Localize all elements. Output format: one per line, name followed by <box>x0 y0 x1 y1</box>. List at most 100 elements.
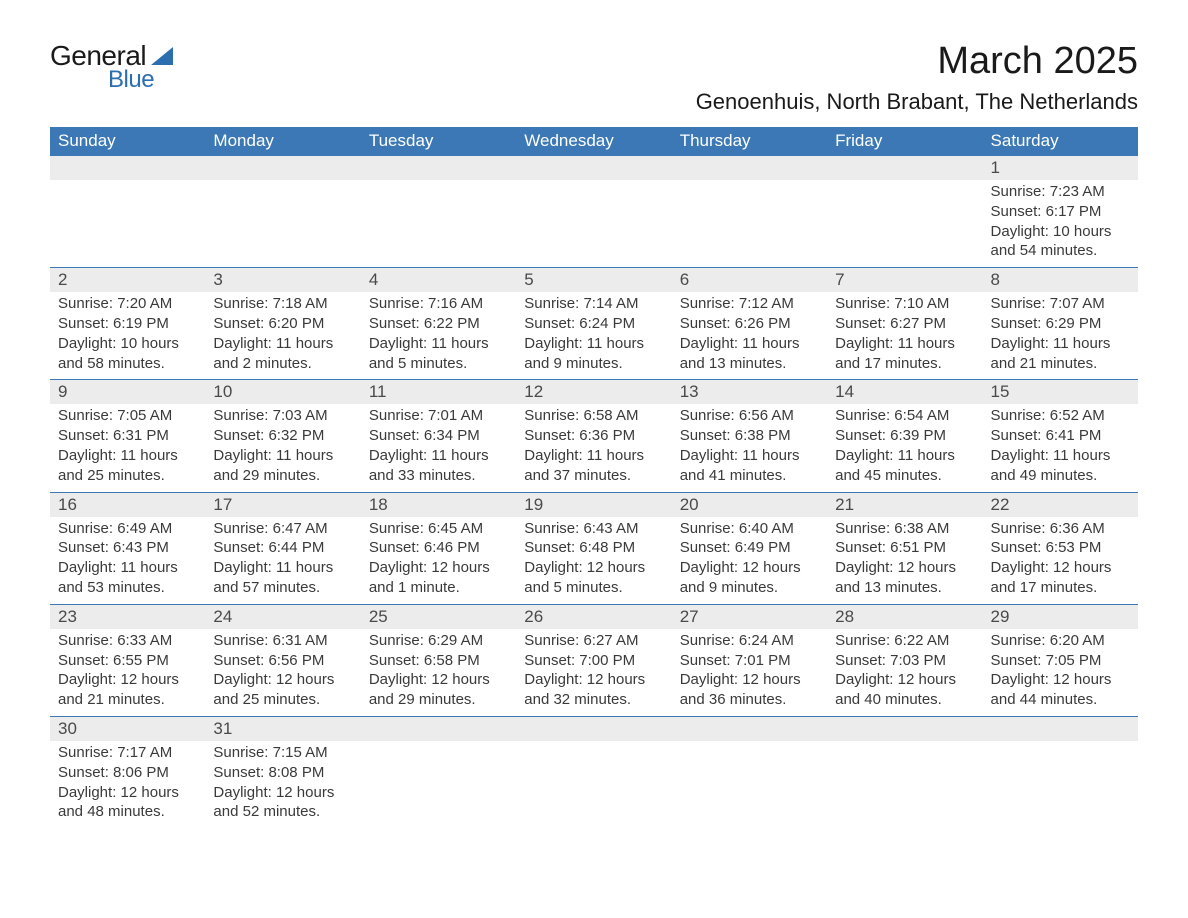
day-number-cell <box>672 156 827 181</box>
day-header: Monday <box>205 127 360 156</box>
day-header: Wednesday <box>516 127 671 156</box>
day-number-cell <box>361 716 516 741</box>
day-number-cell: 16 <box>50 492 205 517</box>
day-detail-cell: Sunrise: 6:45 AMSunset: 6:46 PMDaylight:… <box>361 517 516 605</box>
sunset-text: Sunset: 6:31 PM <box>58 426 197 446</box>
daylight-text: Daylight: 11 hours and 37 minutes. <box>524 446 663 486</box>
day-number-row: 23242526272829 <box>50 604 1138 629</box>
sunset-text: Sunset: 6:20 PM <box>213 314 352 334</box>
day-number-cell: 10 <box>205 380 360 405</box>
day-detail-cell: Sunrise: 7:16 AMSunset: 6:22 PMDaylight:… <box>361 292 516 380</box>
sunset-text: Sunset: 6:39 PM <box>835 426 974 446</box>
logo: General Blue <box>50 40 173 94</box>
day-header: Saturday <box>983 127 1138 156</box>
daylight-text: Daylight: 12 hours and 32 minutes. <box>524 670 663 710</box>
daylight-text: Daylight: 12 hours and 52 minutes. <box>213 783 352 823</box>
day-number-cell: 13 <box>672 380 827 405</box>
day-detail-cell: Sunrise: 7:01 AMSunset: 6:34 PMDaylight:… <box>361 404 516 492</box>
sunset-text: Sunset: 6:49 PM <box>680 538 819 558</box>
daylight-text: Daylight: 11 hours and 25 minutes. <box>58 446 197 486</box>
sunset-text: Sunset: 6:32 PM <box>213 426 352 446</box>
day-number-cell: 19 <box>516 492 671 517</box>
sunset-text: Sunset: 6:24 PM <box>524 314 663 334</box>
daylight-text: Daylight: 12 hours and 13 minutes. <box>835 558 974 598</box>
day-header: Thursday <box>672 127 827 156</box>
title-block: March 2025 Genoenhuis, North Brabant, Th… <box>696 40 1138 115</box>
sunrise-text: Sunrise: 7:03 AM <box>213 406 352 426</box>
day-number-row: 9101112131415 <box>50 380 1138 405</box>
daylight-text: Daylight: 12 hours and 25 minutes. <box>213 670 352 710</box>
day-detail-cell <box>983 741 1138 828</box>
day-detail-cell: Sunrise: 7:20 AMSunset: 6:19 PMDaylight:… <box>50 292 205 380</box>
day-number-row: 16171819202122 <box>50 492 1138 517</box>
daylight-text: Daylight: 12 hours and 21 minutes. <box>58 670 197 710</box>
day-header: Friday <box>827 127 982 156</box>
day-detail-cell <box>361 180 516 268</box>
sunset-text: Sunset: 6:44 PM <box>213 538 352 558</box>
day-number-cell: 29 <box>983 604 1138 629</box>
day-detail-cell: Sunrise: 7:23 AMSunset: 6:17 PMDaylight:… <box>983 180 1138 268</box>
day-detail-cell: Sunrise: 6:52 AMSunset: 6:41 PMDaylight:… <box>983 404 1138 492</box>
day-detail-cell: Sunrise: 6:29 AMSunset: 6:58 PMDaylight:… <box>361 629 516 717</box>
sunrise-text: Sunrise: 6:22 AM <box>835 631 974 651</box>
daylight-text: Daylight: 10 hours and 58 minutes. <box>58 334 197 374</box>
sunrise-text: Sunrise: 6:56 AM <box>680 406 819 426</box>
day-number-cell: 14 <box>827 380 982 405</box>
daylight-text: Daylight: 11 hours and 53 minutes. <box>58 558 197 598</box>
sunset-text: Sunset: 6:19 PM <box>58 314 197 334</box>
daylight-text: Daylight: 12 hours and 29 minutes. <box>369 670 508 710</box>
sunset-text: Sunset: 7:05 PM <box>991 651 1130 671</box>
daylight-text: Daylight: 11 hours and 49 minutes. <box>991 446 1130 486</box>
day-detail-cell: Sunrise: 7:10 AMSunset: 6:27 PMDaylight:… <box>827 292 982 380</box>
logo-text-blue: Blue <box>108 66 173 94</box>
sunrise-text: Sunrise: 7:17 AM <box>58 743 197 763</box>
sunrise-text: Sunrise: 6:58 AM <box>524 406 663 426</box>
day-number-cell: 17 <box>205 492 360 517</box>
sunrise-text: Sunrise: 6:40 AM <box>680 519 819 539</box>
day-detail-row: Sunrise: 7:23 AMSunset: 6:17 PMDaylight:… <box>50 180 1138 268</box>
day-detail-cell <box>516 180 671 268</box>
day-detail-cell: Sunrise: 6:58 AMSunset: 6:36 PMDaylight:… <box>516 404 671 492</box>
day-detail-cell: Sunrise: 6:33 AMSunset: 6:55 PMDaylight:… <box>50 629 205 717</box>
day-number-cell: 28 <box>827 604 982 629</box>
day-detail-row: Sunrise: 7:17 AMSunset: 8:06 PMDaylight:… <box>50 741 1138 828</box>
day-number-cell <box>205 156 360 181</box>
sunset-text: Sunset: 6:48 PM <box>524 538 663 558</box>
day-header-row: Sunday Monday Tuesday Wednesday Thursday… <box>50 127 1138 156</box>
sunset-text: Sunset: 6:51 PM <box>835 538 974 558</box>
sunset-text: Sunset: 7:01 PM <box>680 651 819 671</box>
day-detail-cell: Sunrise: 7:12 AMSunset: 6:26 PMDaylight:… <box>672 292 827 380</box>
sunset-text: Sunset: 6:34 PM <box>369 426 508 446</box>
day-detail-cell: Sunrise: 7:14 AMSunset: 6:24 PMDaylight:… <box>516 292 671 380</box>
sunrise-text: Sunrise: 6:49 AM <box>58 519 197 539</box>
day-number-cell: 1 <box>983 156 1138 181</box>
page-location: Genoenhuis, North Brabant, The Netherlan… <box>696 89 1138 115</box>
sunset-text: Sunset: 7:00 PM <box>524 651 663 671</box>
day-detail-cell: Sunrise: 6:43 AMSunset: 6:48 PMDaylight:… <box>516 517 671 605</box>
page-title: March 2025 <box>696 40 1138 83</box>
sunset-text: Sunset: 6:46 PM <box>369 538 508 558</box>
sunrise-text: Sunrise: 6:38 AM <box>835 519 974 539</box>
daylight-text: Daylight: 11 hours and 21 minutes. <box>991 334 1130 374</box>
day-detail-cell: Sunrise: 6:38 AMSunset: 6:51 PMDaylight:… <box>827 517 982 605</box>
sunrise-text: Sunrise: 7:10 AM <box>835 294 974 314</box>
sunset-text: Sunset: 6:38 PM <box>680 426 819 446</box>
sunrise-text: Sunrise: 6:27 AM <box>524 631 663 651</box>
sunset-text: Sunset: 6:53 PM <box>991 538 1130 558</box>
sunrise-text: Sunrise: 6:47 AM <box>213 519 352 539</box>
day-header: Sunday <box>50 127 205 156</box>
day-number-cell: 11 <box>361 380 516 405</box>
sunset-text: Sunset: 6:58 PM <box>369 651 508 671</box>
day-detail-cell: Sunrise: 6:20 AMSunset: 7:05 PMDaylight:… <box>983 629 1138 717</box>
day-detail-cell <box>827 180 982 268</box>
day-number-cell <box>672 716 827 741</box>
day-detail-cell: Sunrise: 6:24 AMSunset: 7:01 PMDaylight:… <box>672 629 827 717</box>
day-number-cell: 31 <box>205 716 360 741</box>
day-detail-cell: Sunrise: 6:22 AMSunset: 7:03 PMDaylight:… <box>827 629 982 717</box>
day-detail-row: Sunrise: 7:05 AMSunset: 6:31 PMDaylight:… <box>50 404 1138 492</box>
day-detail-cell <box>827 741 982 828</box>
day-detail-cell: Sunrise: 7:15 AMSunset: 8:08 PMDaylight:… <box>205 741 360 828</box>
day-detail-cell: Sunrise: 7:17 AMSunset: 8:06 PMDaylight:… <box>50 741 205 828</box>
calendar-table: Sunday Monday Tuesday Wednesday Thursday… <box>50 127 1138 828</box>
daylight-text: Daylight: 11 hours and 5 minutes. <box>369 334 508 374</box>
